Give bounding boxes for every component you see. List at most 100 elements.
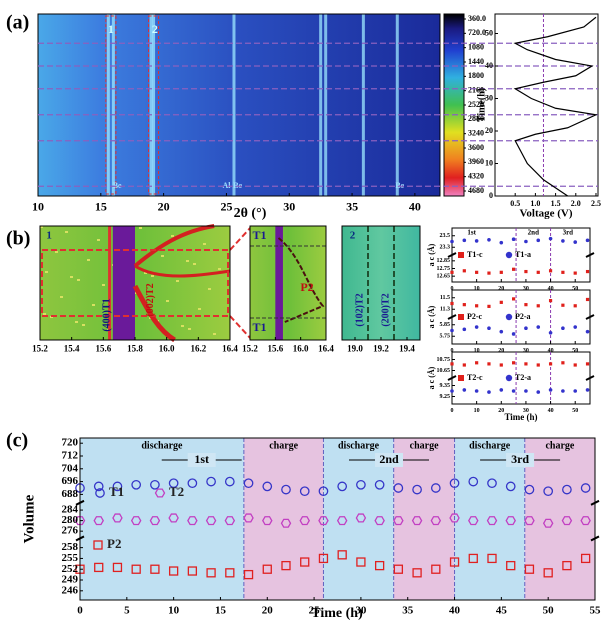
- marker: [524, 564, 535, 574]
- region-label: discharge: [338, 440, 380, 451]
- zoom-box: [41, 249, 229, 317]
- region: [393, 438, 455, 600]
- marker: [524, 269, 528, 274]
- marker: [474, 239, 479, 243]
- split-curve: [133, 224, 215, 268]
- x-tick-label: 45: [496, 604, 508, 616]
- legend-marker: [458, 375, 464, 381]
- x-tick-label: 16.4: [222, 343, 238, 353]
- marker: [150, 564, 160, 574]
- legend-label: T2-a: [515, 373, 531, 382]
- split-curve: [132, 284, 176, 343]
- x-tick-label: 40: [409, 199, 421, 213]
- marker: [474, 389, 479, 393]
- panel-label: (a): [6, 12, 29, 34]
- colorbar-tick-label: 4680: [468, 186, 484, 195]
- marker: [573, 363, 577, 367]
- marker: [112, 562, 123, 573]
- x-tick-label: 1.5: [551, 199, 561, 208]
- x-tick-label: 20: [498, 408, 504, 414]
- marker: [536, 304, 540, 308]
- marker: [562, 560, 572, 571]
- legend-label: T1-c: [467, 250, 483, 259]
- peak-stripe: [395, 14, 399, 196]
- x-tick-label: 1.0: [530, 199, 540, 208]
- marker: [112, 513, 123, 523]
- marker: [585, 238, 590, 243]
- marker: [561, 361, 565, 365]
- x-tick-label: 15.4: [64, 343, 80, 353]
- speckle: [43, 313, 46, 315]
- speckle: [75, 321, 78, 323]
- speckle: [203, 243, 206, 245]
- marker: [524, 516, 535, 526]
- marker: [585, 297, 590, 302]
- marker: [205, 516, 217, 526]
- marker: [149, 516, 161, 526]
- marker: [462, 303, 466, 307]
- y-tick-label: 276: [62, 525, 79, 537]
- marker: [468, 553, 478, 564]
- marker: [337, 481, 348, 492]
- y-tick-label: 11.3: [440, 307, 450, 313]
- plot-frame: [249, 225, 327, 341]
- marker: [536, 238, 541, 243]
- x-tick-label: 10: [474, 408, 480, 414]
- x-tick-label: 10: [32, 199, 44, 213]
- annotation: Al: [222, 181, 231, 190]
- annotation: (002)T2: [145, 283, 156, 316]
- marker: [536, 325, 541, 329]
- plot-frame: [37, 13, 441, 197]
- marker: [280, 518, 292, 528]
- legend-label: T2: [169, 484, 184, 499]
- y-axis-label: a c (Å): [427, 305, 436, 328]
- x-tick-label: 2.5: [591, 199, 601, 208]
- marker: [524, 326, 528, 331]
- speckle: [171, 235, 174, 237]
- x-tick-label: 40: [449, 604, 461, 616]
- marker: [561, 326, 565, 331]
- annotation: T1: [252, 228, 266, 242]
- annotation: 2: [152, 22, 158, 36]
- highlight-box: [105, 15, 117, 195]
- panel-label: (b): [6, 228, 30, 250]
- plot-frame: [79, 437, 596, 601]
- colorbar-tick-label: 360.0: [468, 14, 486, 23]
- y-tick-label: 10: [485, 158, 493, 167]
- marker: [585, 329, 590, 334]
- marker: [524, 239, 528, 244]
- marker: [206, 476, 216, 487]
- speckle: [188, 328, 191, 330]
- highlight-box: [148, 15, 160, 195]
- marker: [536, 390, 541, 394]
- axis-break: [447, 375, 457, 381]
- marker: [393, 516, 404, 526]
- annotation: P2: [300, 280, 313, 294]
- x-tick-label: 20: [262, 604, 274, 616]
- speckle: [65, 231, 68, 233]
- axis-break: [590, 535, 600, 542]
- y-axis-label: a c (Å): [427, 366, 436, 389]
- speckle: [139, 227, 142, 229]
- marker: [562, 484, 572, 495]
- annotation: 2nd: [379, 452, 399, 466]
- marker: [93, 516, 104, 526]
- marker: [511, 237, 516, 241]
- marker: [548, 388, 553, 392]
- marker: [318, 553, 329, 564]
- legend-label: P2-a: [515, 312, 531, 321]
- y-tick-label: 246: [62, 584, 79, 596]
- axis-break: [447, 252, 457, 258]
- marker: [499, 270, 503, 274]
- peak-stripe: [361, 14, 365, 196]
- x-tick-label: 15: [215, 604, 227, 616]
- x-tick-label: 50: [543, 604, 555, 616]
- y-tick-label: 284: [62, 504, 79, 516]
- marker: [243, 478, 254, 489]
- speckle: [45, 271, 48, 273]
- speckle: [218, 268, 221, 270]
- legend-marker: [95, 488, 105, 498]
- marker: [450, 362, 454, 366]
- y-tick-label: 12.75: [437, 266, 451, 272]
- marker: [374, 516, 385, 526]
